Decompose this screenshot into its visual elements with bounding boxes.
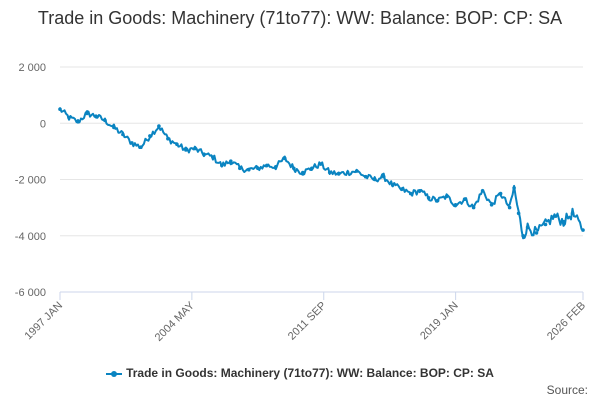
- data-point: [157, 124, 161, 128]
- data-point: [121, 132, 125, 137]
- legend[interactable]: Trade in Goods: Machinery (71to77): WW: …: [0, 366, 600, 380]
- data-point: [489, 203, 494, 207]
- data-point: [581, 228, 585, 232]
- y-tick-label: -6 000: [15, 287, 46, 299]
- credits[interactable]: Source:: [546, 383, 588, 397]
- data-point: [175, 142, 179, 147]
- data-point: [301, 170, 305, 175]
- data-point: [310, 166, 314, 171]
- data-point: [166, 136, 170, 141]
- data-point: [426, 196, 431, 200]
- data-point: [525, 225, 530, 230]
- data-point: [184, 148, 188, 152]
- y-tick-label: -4 000: [15, 231, 46, 243]
- data-point: [193, 146, 197, 151]
- x-tick-label: 2011 SEP: [286, 300, 329, 343]
- x-tick-label: 2019 JAN: [418, 300, 461, 343]
- data-point: [372, 177, 377, 182]
- data-point: [561, 219, 566, 224]
- data-point: [265, 163, 269, 168]
- data-point: [471, 205, 476, 210]
- data-point: [390, 183, 395, 187]
- chart-title: Trade in Goods: Machinery (71to77): WW: …: [37, 8, 563, 28]
- data-point: [112, 125, 116, 130]
- data-point: [58, 107, 62, 111]
- data-point: [363, 174, 368, 179]
- data-point: [381, 174, 386, 179]
- data-point: [211, 155, 215, 159]
- data-point: [238, 166, 242, 171]
- data-point: [283, 156, 287, 161]
- data-point: [220, 163, 224, 168]
- data-point: [319, 162, 323, 166]
- data-point: [512, 186, 516, 190]
- x-tick-label: 2026 FEB: [545, 300, 588, 343]
- data-point: [292, 166, 296, 171]
- data-point: [570, 211, 575, 216]
- series-line: [59, 107, 584, 240]
- legend-label: Trade in Goods: Machinery (71to77): WW: …: [126, 366, 494, 380]
- legend-line-marker-icon: [106, 369, 123, 379]
- data-point: [498, 191, 503, 196]
- data-point: [516, 211, 521, 216]
- data-point: [274, 165, 278, 169]
- data-point: [255, 166, 260, 171]
- data-point: [521, 234, 525, 238]
- y-tick-label: 0: [40, 118, 46, 130]
- data-point: [417, 189, 422, 193]
- x-tick-label: 2004 MAY: [153, 299, 198, 344]
- data-point: [408, 191, 413, 196]
- data-point: [534, 231, 539, 235]
- data-point: [94, 114, 98, 118]
- data-point: [345, 170, 350, 175]
- data-point: [148, 134, 152, 138]
- data-point: [247, 167, 251, 172]
- data-point: [336, 172, 341, 176]
- data-point: [229, 159, 233, 163]
- data-point: [435, 198, 440, 203]
- data-point: [354, 169, 359, 173]
- data-point: [399, 187, 404, 192]
- data-point: [85, 111, 89, 116]
- data-point: [480, 189, 485, 193]
- data-point: [202, 152, 206, 156]
- data-point: [327, 170, 332, 175]
- y-tick-label: 2 000: [18, 62, 46, 74]
- y-tick-label: -2 000: [15, 175, 46, 187]
- data-point: [453, 203, 458, 207]
- data-point: [67, 115, 71, 120]
- data-point: [139, 145, 143, 149]
- data-point: [444, 194, 449, 199]
- data-point: [130, 141, 134, 145]
- data-point: [552, 214, 557, 218]
- data-point: [76, 120, 80, 124]
- data-point: [543, 222, 548, 227]
- x-tick-label: 1997 JAN: [22, 300, 65, 343]
- data-point: [462, 197, 467, 201]
- data-point: [507, 205, 512, 210]
- data-point: [103, 118, 107, 123]
